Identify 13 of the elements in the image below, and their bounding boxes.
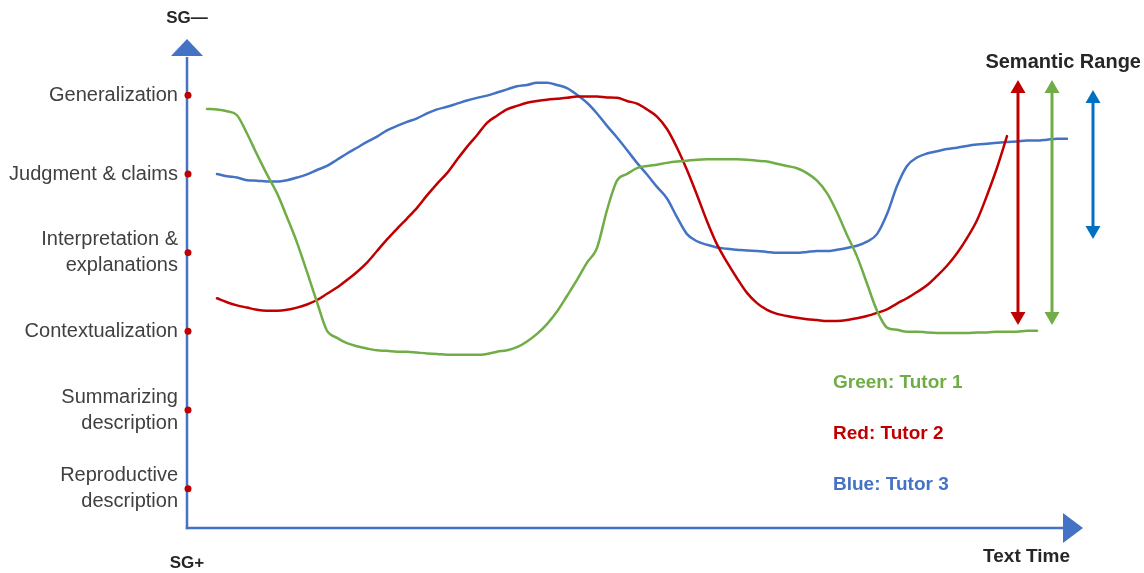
category-label: Judgment & claims [9, 161, 178, 184]
category-label: Summarizing description [61, 384, 178, 433]
category-label: Interpretation & explanations [41, 227, 178, 276]
text: Blue: Tutor 3 [833, 473, 949, 495]
text: SG+ [169, 552, 205, 572]
x-axis-title: Text Time [983, 545, 1070, 567]
text: Red: Tutor 2 [833, 422, 944, 444]
category-label: Generalization [49, 82, 178, 105]
text: Semantic Range [985, 49, 1141, 72]
text: SG— [166, 7, 208, 27]
category-label: Contextualization [24, 318, 178, 341]
category-label: Reproductive description [60, 463, 178, 512]
text: Green: Tutor 1 [833, 371, 963, 393]
